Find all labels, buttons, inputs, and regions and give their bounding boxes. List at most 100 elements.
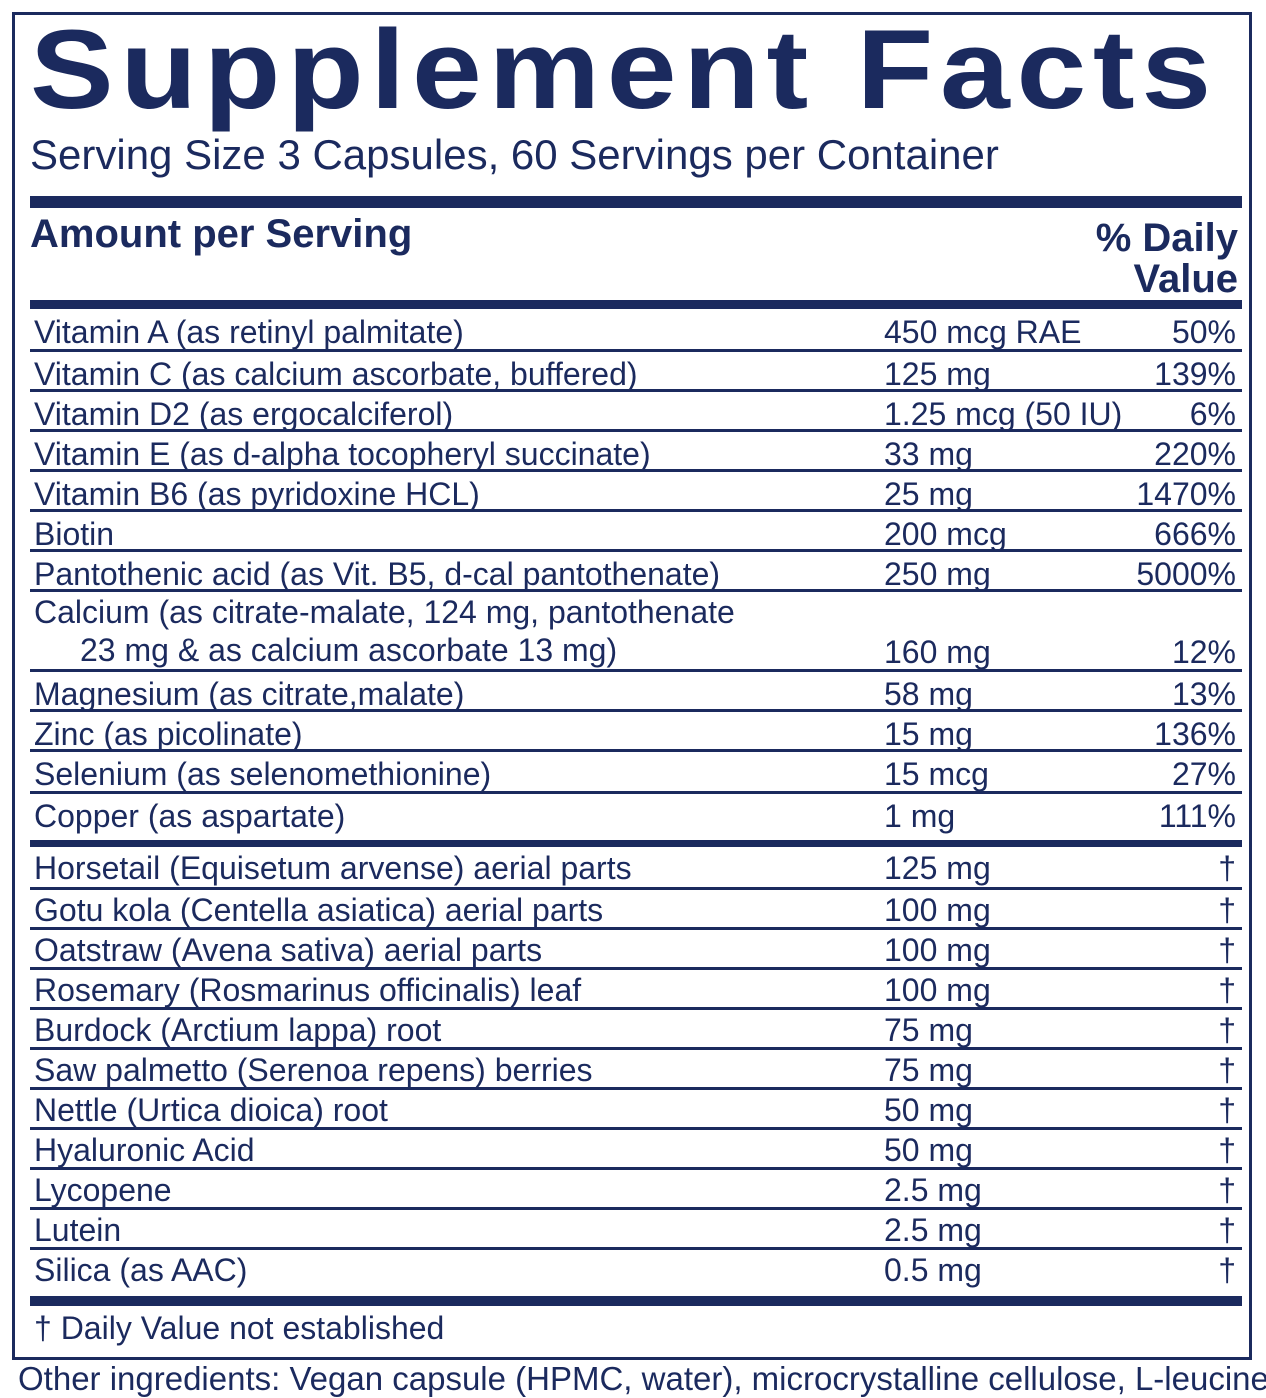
ingredient-daily-value: † [1218,1212,1236,1248]
table-row: Saw palmetto (Serenoa repens) berries 75 … [30,1050,1242,1090]
ingredient-amount: 50 mg [884,1092,973,1128]
nutrient-rows: Vitamin A (as retinyl palmitate) 450 mcg … [30,310,1242,840]
ingredient-amount: 2.5 mg [884,1172,982,1208]
ingredient-name: Vitamin B6 (as pyridoxine HCL) [34,478,480,510]
ingredient-amount: 50 mg [884,1132,973,1168]
table-row: Nettle (Urtica dioica) root 50 mg † [30,1090,1242,1130]
table-row: Vitamin B6 (as pyridoxine HCL) 25 mg 1470% [30,472,1242,512]
ingredient-name-line1: Silica (as AAC) [34,1252,248,1288]
ingredient-daily-value: 12% [1171,634,1236,670]
ingredient-name: Lutein [34,1214,121,1246]
ingredient-name-line1: Lycopene [34,1172,172,1208]
ingredient-amount: 58 mg [884,676,973,712]
botanical-rows: Horsetail (Equisetum arvense) aerial par… [30,848,1242,1290]
ingredient-amount: 1.25 mcg (50 IU) [884,396,1123,432]
ingredient-name-line1: Horsetail (Equisetum arvense) aerial par… [34,850,632,886]
ingredient-daily-value: 27% [1171,756,1236,792]
ingredient-daily-value: † [1218,932,1236,968]
ingredient-name-line2: 23 mg & as calcium ascorbate 13 mg) [80,632,618,668]
ingredient-name-line1: Gotu kola (Centella asiatica) aerial par… [34,892,604,928]
ingredient-amount: 0.5 mg [884,1252,982,1288]
ingredient-amount: 100 mg [884,932,991,968]
ingredient-amount: 160 mg [884,634,991,670]
table-row: Copper (as aspartate) 1 mg 111% [30,794,1242,840]
ingredient-name: Vitamin C (as calcium ascorbate, buffere… [34,358,638,390]
ingredient-name: Hyaluronic Acid [34,1134,255,1166]
ingredient-name: Pantothenic acid (as Vit. B5, d-cal pant… [34,558,720,590]
ingredient-amount: 1 mg [884,798,956,834]
ingredient-daily-value: † [1218,1012,1236,1048]
ingredient-amount: 15 mg [884,716,973,752]
ingredient-daily-value: 1470% [1136,476,1236,512]
table-row: Calcium (as citrate-malate, 124 mg, pant… [30,592,1242,672]
table-row: Burdock (Arctium lappa) root 75 mg † [30,1010,1242,1050]
ingredient-daily-value: 50% [1171,314,1236,350]
table-row: Lycopene 2.5 mg † [30,1170,1242,1210]
ingredient-name: Rosemary (Rosmarinus officinalis) leaf [34,974,581,1006]
ingredient-amount: 450 mcg RAE [884,314,1082,350]
ingredient-name: Saw palmetto (Serenoa repens) berries [34,1054,593,1086]
table-row: Biotin 200 mcg 666% [30,512,1242,552]
ingredient-amount: 200 mcg [884,516,1007,552]
ingredient-name-line1: Zinc (as picolinate) [34,716,303,752]
ingredient-amount: 25 mg [884,476,973,512]
ingredient-name: Horsetail (Equisetum arvense) aerial par… [34,852,632,884]
ingredient-name: Gotu kola (Centella asiatica) aerial par… [34,894,603,926]
table-row: Oatstraw (Avena sativa) aerial parts 100 … [30,930,1242,970]
table-row: Zinc (as picolinate) 15 mg 136% [30,712,1242,752]
supplement-facts-panel [12,12,1252,1360]
ingredient-name-line1: Saw palmetto (Serenoa repens) berries [34,1052,593,1088]
table-row: Hyaluronic Acid 50 mg † [30,1130,1242,1170]
ingredient-name-line1: Oatstraw (Avena sativa) aerial parts [34,932,543,968]
ingredient-daily-value: 136% [1154,716,1236,752]
ingredient-amount: 100 mg [884,892,991,928]
ingredient-daily-value: † [1218,850,1236,886]
ingredient-name-line1: Copper (as aspartate) [34,798,346,834]
thick-rule-header [30,300,1242,309]
ingredient-name: Silica (as AAC) [34,1254,247,1286]
ingredient-amount: 33 mg [884,436,973,472]
ingredient-name-line1: Rosemary (Rosmarinus officinalis) leaf [34,972,582,1008]
ingredient-name-line1: Hyaluronic Acid [34,1132,255,1168]
ingredient-name: Burdock (Arctium lappa) root [34,1014,441,1046]
ingredient-daily-value: 13% [1171,676,1236,712]
ingredient-name: Vitamin A (as retinyl palmitate) [34,316,464,348]
ingredient-name-line1: Vitamin A (as retinyl palmitate) [34,314,464,350]
amount-per-serving-label: Amount per Serving [30,212,413,256]
thick-rule-bottom [30,1296,1242,1306]
ingredient-name: Calcium (as citrate-malate, 124 mg, pant… [34,596,735,666]
ingredient-amount: 2.5 mg [884,1212,982,1248]
table-row: Horsetail (Equisetum arvense) aerial par… [30,848,1242,890]
ingredient-daily-value: † [1218,1132,1236,1168]
table-row: Vitamin E (as d-alpha tocopheryl succina… [30,432,1242,472]
ingredient-name-line1: Nettle (Urtica dioica) root [34,1092,388,1128]
ingredient-name: Copper (as aspartate) [34,800,345,832]
ingredient-daily-value: † [1218,1092,1236,1128]
ingredient-daily-value: † [1218,972,1236,1008]
serving-size: Serving Size 3 Capsules, 60 Servings per… [30,131,999,178]
ingredient-name-line1: Pantothenic acid (as Vit. B5, d-cal pant… [34,556,721,592]
ingredient-name: Vitamin E (as d-alpha tocopheryl succina… [34,438,651,470]
panel-title: Supplement Facts [30,7,1218,132]
table-row: Vitamin C (as calcium ascorbate, buffere… [30,352,1242,392]
ingredient-amount: 125 mg [884,356,991,392]
medium-rule-botanicals [30,840,1242,847]
table-row: Gotu kola (Centella asiatica) aerial par… [30,890,1242,930]
table-row: Pantothenic acid (as Vit. B5, d-cal pant… [30,552,1242,592]
ingredient-amount: 15 mcg [884,756,989,792]
ingredient-daily-value: 220% [1154,436,1236,472]
table-row: Lutein 2.5 mg † [30,1210,1242,1250]
ingredient-name: Lycopene [34,1174,172,1206]
ingredient-amount: 250 mg [884,556,991,592]
ingredient-name: Oatstraw (Avena sativa) aerial parts [34,934,542,966]
footnote: † Daily Value not established [34,1310,445,1346]
table-row: Vitamin A (as retinyl palmitate) 450 mcg … [30,310,1242,352]
thick-rule-top [30,196,1242,208]
ingredient-name: Zinc (as picolinate) [34,718,303,750]
ingredient-name: Biotin [34,518,114,550]
ingredient-daily-value: † [1218,1252,1236,1288]
ingredient-name-line1: Vitamin C (as calcium ascorbate, buffere… [34,356,638,392]
ingredient-daily-value: † [1218,1172,1236,1208]
ingredient-daily-value: † [1218,1052,1236,1088]
ingredient-name-line1: Vitamin B6 (as pyridoxine HCL) [34,476,480,512]
